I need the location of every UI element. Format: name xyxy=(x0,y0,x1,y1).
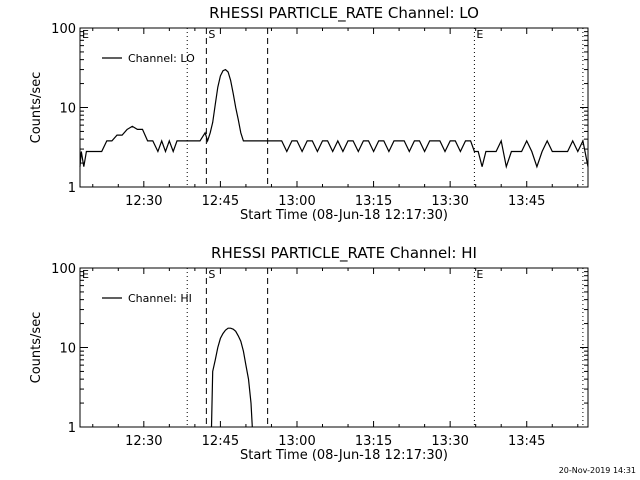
y-axis-label: Counts/sec xyxy=(29,72,44,144)
marker-label: E xyxy=(82,268,89,281)
plot-timestamp: 20-Nov-2019 14:31 xyxy=(558,466,636,475)
marker-label: S xyxy=(208,28,215,41)
y-tick-label: 100 xyxy=(51,262,76,277)
x-tick-label: 12:30 xyxy=(125,434,162,449)
x-tick-label: 13:30 xyxy=(431,434,468,449)
legend-label: Channel: HI xyxy=(128,292,192,305)
y-tick-label: 10 xyxy=(59,102,76,117)
x-tick-label: 13:15 xyxy=(355,434,392,449)
hi-channel-panel: RHESSI PARTICLE_RATE Channel: HI 12:30 12:… xyxy=(29,244,589,463)
marker-label: E xyxy=(476,268,483,281)
x-tick-label: 13:45 xyxy=(508,434,545,449)
x-tick-label: 12:30 xyxy=(125,194,162,209)
y-axis-label: Counts/sec xyxy=(29,312,44,384)
y-tick-label: 10 xyxy=(59,342,76,357)
x-tick-label: 13:45 xyxy=(508,194,545,209)
x-tick-label: 13:00 xyxy=(278,194,315,209)
x-tick-label: 13:30 xyxy=(431,194,468,209)
x-tick-label: 13:00 xyxy=(278,434,315,449)
x-axis-label: Start Time (08-Jun-18 12:17:30) xyxy=(240,208,448,223)
lo-channel-panel: RHESSI PARTICLE_RATE Channel: LO 12:30 12:… xyxy=(29,4,589,223)
series-line xyxy=(210,327,253,428)
marker-label: S xyxy=(208,268,215,281)
y-tick-label: 1 xyxy=(68,181,76,196)
x-tick-label: 12:45 xyxy=(202,434,239,449)
marker-label: E xyxy=(476,28,483,41)
chart-title: RHESSI PARTICLE_RATE Channel: LO xyxy=(209,4,479,23)
x-tick-label: 12:45 xyxy=(202,194,239,209)
x-axis-label: Start Time (08-Jun-18 12:17:30) xyxy=(240,448,448,463)
series-line xyxy=(79,68,589,170)
legend-label: Channel: LO xyxy=(128,52,195,65)
y-tick-label: 1 xyxy=(68,421,76,436)
marker-label: E xyxy=(82,28,89,41)
chart-title: RHESSI PARTICLE_RATE Channel: HI xyxy=(211,244,477,263)
y-tick-label: 100 xyxy=(51,22,76,37)
x-tick-label: 13:15 xyxy=(355,194,392,209)
